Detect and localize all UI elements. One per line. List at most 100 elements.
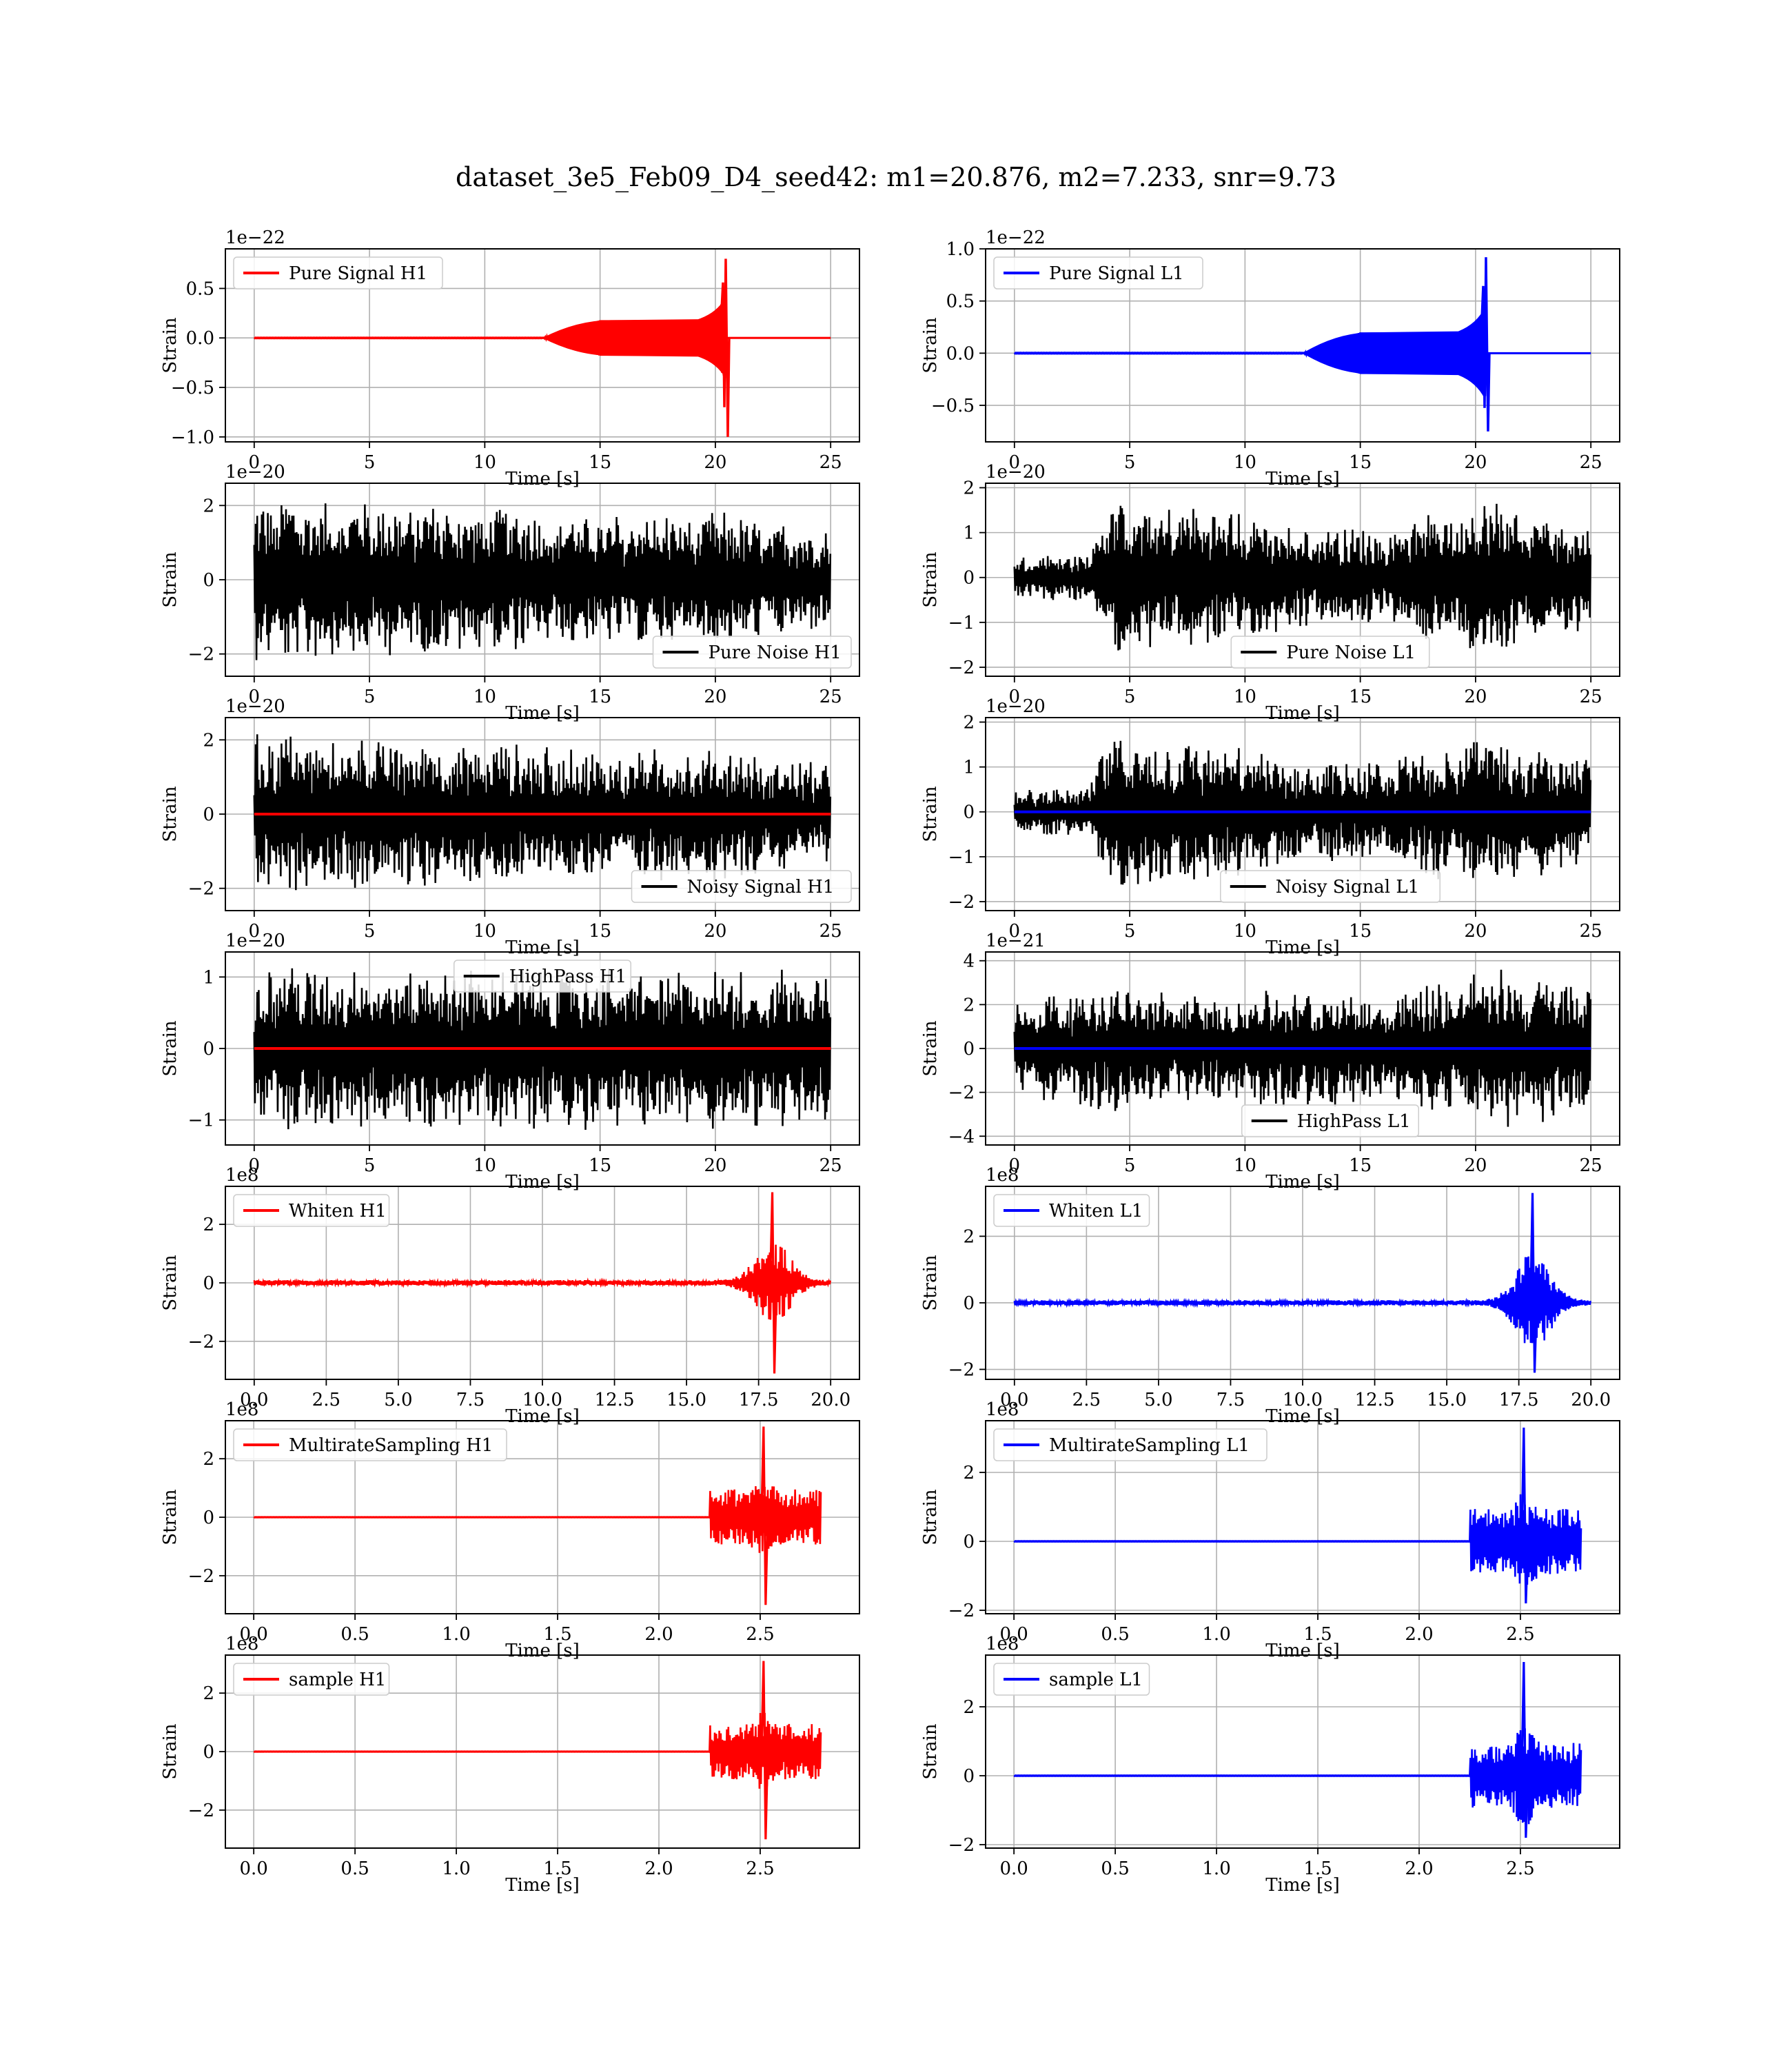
y-tick-label: 2 (203, 1215, 214, 1235)
x-tick-label: 20 (704, 921, 726, 942)
x-tick-label: 10.0 (1283, 1390, 1323, 1410)
x-axis-label: Time [s] (505, 703, 580, 724)
series-group (1013, 503, 1592, 651)
series-line-noisy-signal-h1-0 (253, 734, 832, 891)
y-tick-label: −2 (948, 1083, 975, 1104)
series-group (1013, 740, 1592, 885)
x-tick-label: 25 (1580, 1155, 1602, 1176)
x-tick-label: 1.0 (442, 1624, 470, 1645)
x-tick-label: 2.5 (746, 1858, 774, 1879)
x-tick-label: 10 (1234, 921, 1256, 942)
y-axis-label: Strain (920, 1489, 941, 1545)
x-tick-label: 2.0 (1405, 1624, 1433, 1645)
x-tick-label: 0 (1009, 1155, 1021, 1176)
x-tick-label: 20 (1464, 921, 1487, 942)
axes-frame (985, 248, 1620, 443)
axis-offset-text: 1e−22 (986, 227, 1046, 248)
x-tick-label: 1.0 (1202, 1858, 1230, 1879)
y-axis-label: Strain (920, 786, 941, 842)
x-tick-label: 25 (819, 452, 842, 473)
x-axis-label: Time [s] (505, 1875, 580, 1896)
x-tick-label: 25 (1580, 921, 1602, 942)
burst-spike (768, 1192, 778, 1374)
y-tick-label: −1 (188, 1111, 214, 1131)
series-group (1013, 1661, 1582, 1838)
x-tick-label: 15 (589, 921, 611, 942)
y-tick-label: 0 (963, 568, 975, 589)
series-group (1013, 1193, 1592, 1373)
x-tick-label: 10 (474, 1155, 496, 1176)
panel-multirate-h1: 0.0 0.5 1.0 1.5 2.0 2.5 −2 0 2 1e8 Time [s] Strain M… (160, 1399, 860, 1661)
burst-spike (760, 1426, 769, 1605)
y-tick-label: 0.0 (186, 328, 214, 349)
legend: HighPass L1 (1241, 1104, 1419, 1137)
x-tick-label: 15.0 (1427, 1390, 1467, 1410)
x-tick-label: 0.5 (340, 1624, 369, 1645)
x-tick-label: 25 (819, 687, 842, 707)
series-line-whiten-h1-0 (253, 1244, 832, 1321)
x-tick-label: 20 (704, 687, 726, 707)
series-line-highpass-l1-0 (1013, 969, 1592, 1127)
x-tick-label: 0.0 (240, 1390, 268, 1410)
legend: HighPass H1 (454, 960, 631, 993)
x-tick-label: 15.0 (666, 1390, 706, 1410)
y-tick-label: −2 (188, 1332, 214, 1352)
panel-pure-signal-l1: 0 5 10 15 20 25 −0.5 0.0 0.5 1.0 1e−22 Time [s] Stra… (920, 227, 1620, 489)
figure-title: dataset_3e5_Feb09_D4_seed42: m1=20.876, … (456, 162, 1336, 193)
y-axis-label: Strain (160, 1723, 181, 1780)
x-tick-label: 2.0 (644, 1858, 673, 1879)
legend: Pure Signal H1 (233, 256, 443, 290)
legend-label: HighPass L1 (1297, 1111, 1411, 1132)
x-tick-label: 1.5 (543, 1624, 571, 1645)
axis-offset-text: 1e−20 (225, 931, 285, 951)
panel-sample-l1: 0.0 0.5 1.0 1.5 2.0 2.5 −2 0 2 1e8 Time [s] Strain s… (920, 1634, 1620, 1896)
x-tick-label: 20 (704, 1155, 726, 1176)
y-tick-label: −2 (948, 1360, 975, 1381)
legend: sample L1 (993, 1663, 1150, 1696)
x-axis-label: Time [s] (505, 469, 580, 489)
y-tick-label: 0 (203, 570, 214, 591)
x-tick-label: 10 (474, 687, 496, 707)
panel-pure-signal-h1: 0 5 10 15 20 25 −1.0 −0.5 0.0 0.5 1e−22 Time [s] Str… (160, 227, 860, 489)
x-tick-label: 0 (249, 452, 261, 473)
y-tick-label: −2 (948, 892, 975, 913)
axis-offset-text: 1e−20 (986, 462, 1046, 483)
x-axis-label: Time [s] (1265, 1406, 1340, 1427)
axis-offset-text: 1e−22 (225, 227, 285, 248)
legend-label: HighPass H1 (509, 966, 627, 987)
x-tick-label: 10.0 (522, 1390, 562, 1410)
x-axis-label: Time [s] (505, 1641, 580, 1661)
x-tick-label: 0.0 (999, 1624, 1028, 1645)
x-tick-label: 0.0 (239, 1858, 267, 1879)
x-tick-label: 20 (1464, 452, 1487, 473)
x-tick-label: 10 (1234, 687, 1256, 707)
legend-label: sample L1 (1049, 1670, 1143, 1690)
x-tick-label: 15 (1349, 921, 1372, 942)
x-tick-label: 10 (1234, 1155, 1256, 1176)
legend-label: sample H1 (289, 1670, 386, 1690)
legend-label: Pure Signal L1 (1049, 263, 1184, 284)
axis-offset-text: 1e−21 (986, 931, 1046, 951)
x-tick-label: 0 (1009, 687, 1021, 707)
x-tick-label: 5 (1124, 687, 1136, 707)
legend-box (233, 256, 443, 290)
legend-label: Pure Noise H1 (709, 642, 842, 663)
y-tick-label: 1.0 (946, 239, 975, 260)
series-line-pure-noise-l1-0 (1013, 503, 1592, 651)
series-group (1013, 257, 1591, 432)
axis-offset-text: 1e−20 (225, 462, 285, 483)
x-tick-label: 0.0 (999, 1858, 1028, 1879)
x-tick-label: 0.5 (340, 1858, 369, 1879)
y-tick-label: −1 (948, 847, 975, 868)
legend-box (631, 870, 852, 903)
x-axis-label: Time [s] (505, 1406, 580, 1427)
y-tick-label: 1 (963, 523, 975, 544)
legend: sample H1 (233, 1663, 390, 1696)
legend-label: MultirateSampling L1 (1049, 1435, 1250, 1456)
x-tick-label: 10 (474, 921, 496, 942)
series-group (1013, 969, 1592, 1127)
x-tick-label: 7.5 (456, 1390, 485, 1410)
axes-frame (985, 1654, 1620, 1849)
y-tick-label: 0 (963, 1293, 975, 1314)
